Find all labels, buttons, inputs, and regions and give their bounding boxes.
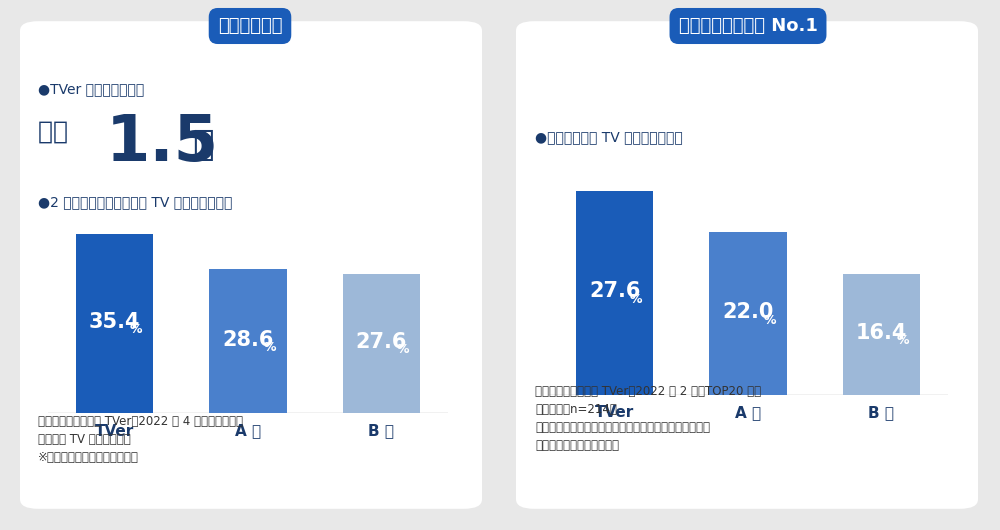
Text: 調査主体：株式会社 TVer（2022 年 4 月）一般のコネ: 調査主体：株式会社 TVer（2022 年 4 月）一般のコネ: [38, 415, 243, 428]
Text: TVer: TVer: [95, 423, 134, 438]
Text: ●TVer の平均利用人数: ●TVer の平均利用人数: [38, 82, 144, 96]
Text: 16.4: 16.4: [856, 323, 907, 343]
Text: クテッド TV 利用ユーザー: クテッド TV 利用ユーザー: [38, 433, 131, 446]
Text: A 社: A 社: [735, 405, 761, 420]
Text: B 社: B 社: [368, 423, 394, 438]
Text: 平均: 平均: [38, 120, 77, 144]
Text: マーケティング・広告業務に携わっている広告主企業勤: マーケティング・広告業務に携わっている広告主企業勤: [535, 421, 710, 434]
Text: %: %: [397, 343, 409, 356]
Text: ●コネクテッド TV 広告といえば？: ●コネクテッド TV 広告といえば？: [535, 130, 683, 144]
Text: 35.4: 35.4: [89, 312, 140, 332]
Bar: [576, 191, 653, 395]
Text: 者ベース（n=214）: 者ベース（n=214）: [535, 403, 617, 416]
Text: A 社: A 社: [235, 423, 261, 438]
Text: 高い共視聴率: 高い共視聴率: [218, 17, 282, 35]
Bar: [709, 232, 787, 395]
Text: 27.6: 27.6: [589, 281, 640, 302]
Text: ●2 人以上でコネクテッド TV を利用する場合: ●2 人以上でコネクテッド TV を利用する場合: [38, 195, 232, 209]
Text: 22.0: 22.0: [722, 302, 774, 322]
Text: 1.5: 1.5: [106, 112, 219, 174]
Text: TVer: TVer: [595, 405, 634, 420]
Text: %: %: [263, 341, 276, 354]
Bar: [209, 269, 287, 413]
Bar: [343, 274, 420, 413]
Text: 27.6: 27.6: [356, 332, 407, 352]
Text: B 社: B 社: [868, 405, 894, 420]
Bar: [76, 234, 153, 413]
Text: %: %: [630, 293, 643, 306]
Text: 人: 人: [192, 128, 214, 162]
Text: 調査主体：株式会社 TVer（2022 年 2 月）TOP20 回答: 調査主体：株式会社 TVer（2022 年 2 月）TOP20 回答: [535, 385, 761, 398]
Text: %: %: [130, 323, 143, 337]
Text: %: %: [763, 314, 776, 326]
Text: %: %: [897, 334, 909, 348]
Bar: [843, 273, 920, 395]
Text: マーケター起想率 No.1: マーケター起想率 No.1: [679, 17, 817, 35]
Text: 28.6: 28.6: [222, 330, 274, 350]
Text: ※広告付き無料動画配信サイト: ※広告付き無料動画配信サイト: [38, 451, 139, 464]
Text: 務者および広告会社勤務者: 務者および広告会社勤務者: [535, 439, 619, 452]
